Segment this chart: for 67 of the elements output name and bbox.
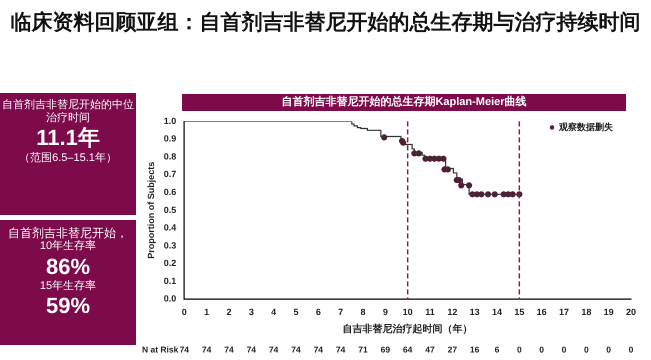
x-tick-label: 17 xyxy=(558,307,570,318)
x-tick-label: 18 xyxy=(581,307,592,318)
legend-label: 观察数据删失 xyxy=(558,122,614,132)
text: 64 xyxy=(402,344,413,354)
x-tick-label: 14 xyxy=(492,307,502,318)
x-tick-label: 3 xyxy=(248,307,254,318)
x-tick-label: 19 xyxy=(604,307,614,318)
text: 11.1年 xyxy=(35,125,101,152)
text: 74 xyxy=(202,344,212,354)
x-tick-label: 4 xyxy=(271,307,276,318)
text: N at Risk xyxy=(142,344,179,354)
text: 10年生存率 xyxy=(38,240,98,254)
y-tick-label: 0.1 xyxy=(164,276,176,286)
text: 0 xyxy=(562,344,567,354)
chart-subtitle: 自首剂吉非替尼开始的总生存期Kaplan-Meier曲线 xyxy=(182,94,626,111)
text: 0 xyxy=(584,344,589,354)
y-axis-title: Proportion of Subjects xyxy=(146,162,156,259)
text: 16 xyxy=(470,344,480,354)
x-tick-label: 16 xyxy=(536,307,547,318)
y-tick-label: 0.3 xyxy=(164,240,176,250)
y-tick-label: 1.0 xyxy=(164,116,176,126)
text: 74 xyxy=(246,344,256,354)
x-tick-label: 9 xyxy=(382,307,388,318)
y-tick-label: 0.0 xyxy=(164,294,176,304)
text: 74 xyxy=(314,344,324,354)
y-tick-label: 0.7 xyxy=(164,169,176,180)
x-tick-label: 1 xyxy=(204,307,210,318)
x-tick-label: 10 xyxy=(402,307,413,318)
y-tick-label: 0.6 xyxy=(164,187,176,198)
text: 74 xyxy=(180,344,190,354)
text: 59% xyxy=(44,293,92,320)
x-tick-label: 15 xyxy=(514,307,524,318)
x-tick-label: 2 xyxy=(226,307,232,318)
y-tick-label: 0.5 xyxy=(164,204,176,215)
text: 0 xyxy=(606,344,612,354)
x-tick-label: 5 xyxy=(293,307,298,318)
text: 74 xyxy=(268,344,279,354)
text: 15年生存率 xyxy=(38,280,98,294)
x-tick-label: 11 xyxy=(425,307,435,318)
text: 74 xyxy=(224,344,234,354)
text: 71 xyxy=(358,344,368,354)
text: 47 xyxy=(425,344,435,354)
x-tick-label: 20 xyxy=(626,307,636,318)
text: 6 xyxy=(494,344,500,354)
x-tick-label: 7 xyxy=(338,307,344,318)
text: 0 xyxy=(628,344,634,354)
text: 74 xyxy=(291,344,301,354)
text: 27 xyxy=(448,344,458,354)
x-tick-label: 8 xyxy=(360,307,366,318)
x-tick-label: 13 xyxy=(470,307,480,318)
text: 0 xyxy=(539,344,544,354)
x-tick-label: 12 xyxy=(447,307,458,318)
y-tick-label: 0.8 xyxy=(164,151,176,162)
y-tick-label: 0.9 xyxy=(164,134,176,144)
text: 自首剂吉非替尼开始， xyxy=(7,226,129,240)
y-tick-label: 0.4 xyxy=(164,222,176,233)
y-tick-label: 0.2 xyxy=(164,258,176,268)
text: 86% xyxy=(44,254,92,280)
text: 74 xyxy=(336,344,346,354)
text: （范围6.5–15.1年） xyxy=(18,152,118,165)
text: 0 xyxy=(516,344,522,354)
x-tick-label: 0 xyxy=(182,307,187,318)
text: 自首剂吉非替尼开始的中位治疗时间 xyxy=(1,99,135,126)
x-tick-label: 6 xyxy=(316,307,321,318)
x-axis-title: 自吉非替尼治疗起时间（年） xyxy=(342,322,473,335)
text: 69 xyxy=(380,344,390,354)
chart-title: 临床资料回顾亚组：自首剂吉非替尼开始的总生存期与治疗持续时间 xyxy=(10,10,641,36)
